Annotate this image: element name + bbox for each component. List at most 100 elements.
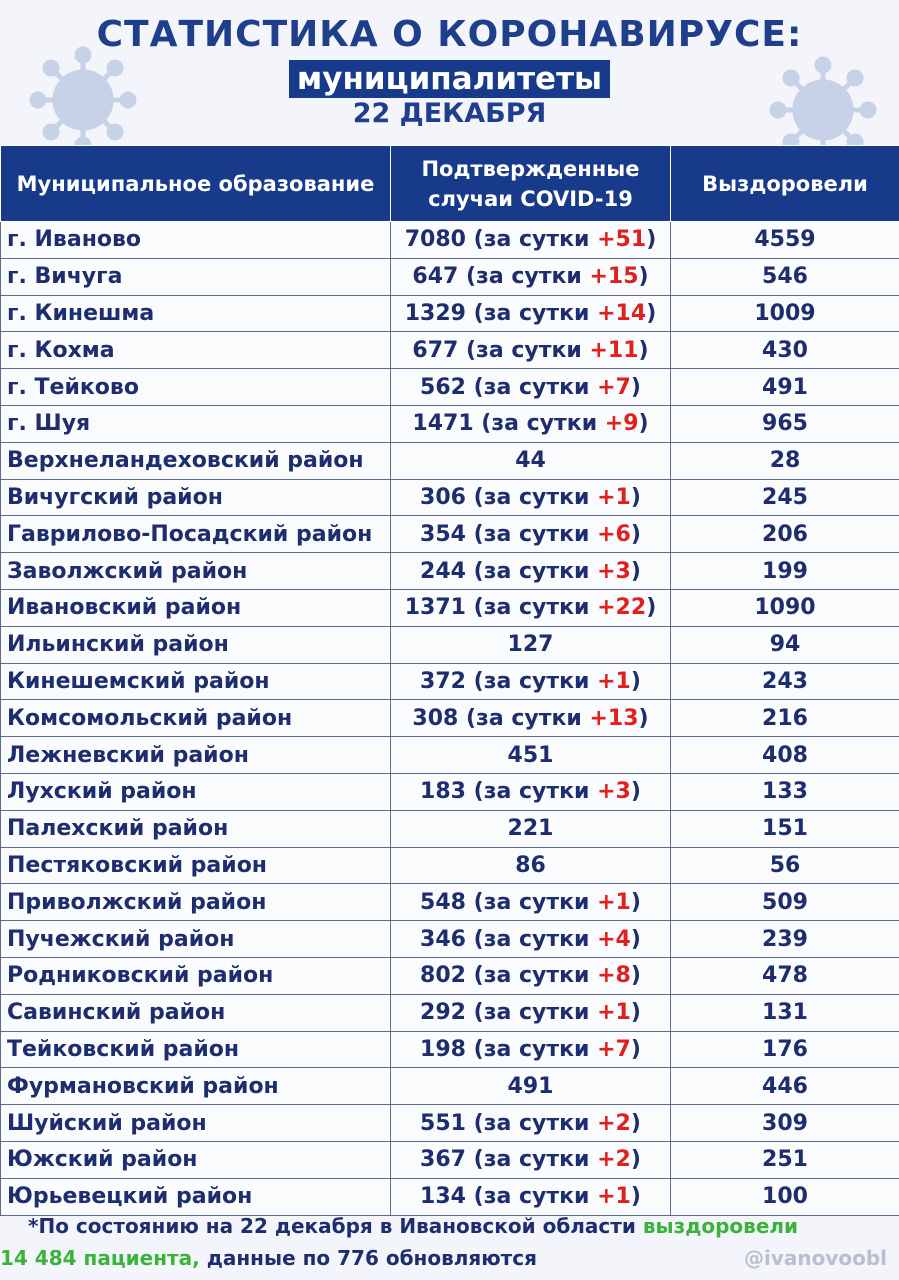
municipality-name: Юрьевецкий район [0,1177,391,1216]
daily-increase: +7 [597,1036,631,1062]
confirmed-cases: 548 (за сутки +1) [390,883,671,922]
table-row: Фурмановский район 491 446 [0,1067,899,1106]
daily-increase: +4 [597,926,631,952]
daily-label: (за сутки [465,1036,598,1062]
municipality-name: Лухский район [0,772,391,811]
table-row: Лежневский район 451 408 [0,736,899,774]
daily-increase: +13 [589,705,639,731]
confirmed-cases: 346 (за сутки +4) [390,920,671,958]
daily-label: (за сутки [465,484,598,510]
daily-label-close: ) [630,889,641,915]
table-row: Комсомольский район 308 (за сутки +13) 216 [0,699,899,738]
cases-total: 346 [420,926,466,952]
recovered-count: 94 [670,625,899,664]
daily-increase: +11 [589,337,639,363]
recovered-count: 245 [670,478,899,517]
recovered-count: 491 [670,368,899,406]
recovered-count: 430 [670,331,899,370]
confirmed-cases: 551 (за сутки +2) [390,1104,671,1142]
daily-increase: +9 [604,411,639,437]
daily-label-close: ) [638,337,649,363]
table-row: Верхнеландеховский район 44 28 [0,441,899,480]
daily-label-close: ) [646,300,657,326]
daily-label: (за сутки [465,595,598,621]
cases-total: 354 [420,521,466,547]
cases-total: 306 [420,484,466,510]
cases-total: 677 [412,337,459,363]
confirmed-cases: 372 (за сутки +1) [390,662,671,701]
recovered-count: 14 484 пациента, [0,1246,200,1270]
daily-label: (за сутки [465,963,598,989]
table-row: г. Тейково 562 (за сутки +7) 491 [0,368,899,406]
recovered-count: 1090 [670,588,899,627]
cases-total: 86 [515,852,546,878]
cases-total: 1471 [412,411,474,437]
daily-label: (за сутки [465,1147,598,1173]
table-row: Тейковский район 198 (за сутки +7) 176 [0,1030,899,1069]
cases-total: 1329 [404,300,466,326]
table-row: Шуйский район 551 (за сутки +2) 309 [0,1104,899,1142]
municipality-name: Кинешемский район [0,662,391,701]
confirmed-cases: 183 (за сутки +3) [390,772,671,811]
municipality-name: г. Шуя [0,404,391,443]
municipality-name: Ивановский район [0,588,391,627]
daily-label: (за сутки [465,779,598,805]
recovered-count: 216 [670,699,899,738]
daily-label: (за сутки [458,264,590,290]
cases-total: 308 [412,705,459,731]
cases-total: 7080 [404,227,466,253]
municipality-name: г. Иваново [0,221,391,259]
daily-increase: +2 [597,1110,631,1136]
table-row: Ивановский район 1371 (за сутки +22) 1090 [0,588,899,627]
confirmed-cases: 367 (за сутки +2) [390,1140,671,1179]
cases-total: 1371 [404,595,466,621]
daily-increase: +1 [597,1000,631,1026]
footer-note: *По состоянию на 22 декабря в Ивановской… [0,1205,899,1280]
municipality-name: Родниковский район [0,956,391,995]
table-row: Вичугский район 306 (за сутки +1) 245 [0,478,899,517]
daily-increase: +1 [597,668,631,694]
confirmed-cases: 244 (за сутки +3) [390,552,671,590]
daily-label: (за сутки [465,300,598,326]
municipality-name: г. Кохма [0,331,391,370]
column-header-municipality: Муниципальное образование [0,145,391,222]
recovered-count: 408 [670,736,899,774]
municipality-name: Вичугский район [0,478,391,517]
confirmed-cases: 451 [390,736,671,774]
cases-total: 183 [420,779,466,805]
table-row: Южский район 367 (за сутки +2) 251 [0,1140,899,1179]
cases-total: 367 [420,1147,466,1173]
confirmed-cases: 677 (за сутки +11) [390,331,671,370]
table-row: Пестяковский район 86 56 [0,846,899,885]
table-row: Пучежский район 346 (за сутки +4) 239 [0,920,899,958]
recovered-count: 56 [670,846,899,885]
municipality-name: Пестяковский район [0,846,391,885]
recovered-count: 151 [670,809,899,848]
page-title: СТАТИСТИКА О КОРОНАВИРУСЕ: [96,14,803,55]
daily-label-close: ) [630,558,641,584]
daily-label-close: ) [630,1036,641,1062]
municipality-name: Пучежский район [0,920,391,958]
recovered-count: 176 [670,1030,899,1069]
daily-label: (за сутки [465,926,598,952]
cases-total: 491 [507,1073,554,1099]
confirmed-cases: 306 (за сутки +1) [390,478,671,517]
confirmed-cases: 127 [390,625,671,664]
municipality-name: Заволжский район [0,552,391,590]
recovered-count: 309 [670,1104,899,1142]
cases-total: 198 [420,1036,466,1062]
daily-label: (за сутки [458,337,590,363]
confirmed-cases: 308 (за сутки +13) [390,699,671,738]
municipality-name: Лежневский район [0,736,391,774]
social-handle: @ivanovoobl [743,1246,887,1270]
cases-total: 451 [507,742,554,768]
daily-increase: +1 [597,1184,631,1210]
municipality-name: Палехский район [0,809,391,848]
confirmed-cases: 7080 (за сутки +51) [390,221,671,259]
daily-increase: +1 [597,889,631,915]
daily-label-close: ) [630,1147,641,1173]
recovered-count: 1009 [670,294,899,333]
table-row: г. Кинешма 1329 (за сутки +14) 1009 [0,294,899,333]
column-header-recovered: Выздоровели [670,145,899,222]
municipality-name: Фурмановский район [0,1067,391,1106]
